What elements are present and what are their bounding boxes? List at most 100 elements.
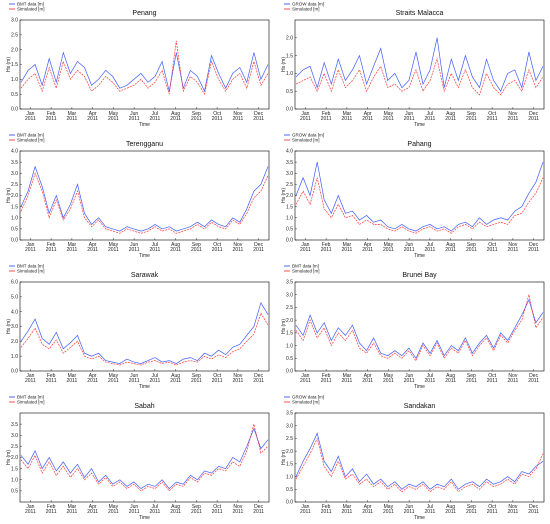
x-tick-month: Dec <box>529 242 538 248</box>
x-tick-month: Jun <box>405 242 413 248</box>
x-tick-year: 2011 <box>507 247 518 253</box>
y-tick-label: 1.0 <box>286 474 293 480</box>
x-tick-year: 2011 <box>424 247 435 253</box>
legend-label: BMT data [m] <box>17 395 44 400</box>
x-tick-year: 2011 <box>424 378 435 384</box>
x-axis-label: Time <box>414 515 425 521</box>
y-tick-label: 2.0 <box>286 449 293 455</box>
x-tick-year: 2011 <box>87 247 98 253</box>
x-tick-month: Nov <box>233 111 242 117</box>
x-tick-month: Apr <box>364 373 372 379</box>
x-tick-year: 2011 <box>191 378 202 384</box>
x-tick-year: 2011 <box>87 378 98 384</box>
x-tick-month: Nov <box>508 373 517 379</box>
plot-area <box>294 150 545 241</box>
x-tick-year: 2011 <box>383 247 394 253</box>
x-tick-year: 2011 <box>66 247 77 253</box>
legend-label: BMT data [m] <box>17 133 44 138</box>
x-tick-year: 2011 <box>253 378 264 384</box>
x-tick-month: May <box>384 242 394 248</box>
chart-title: Sabah <box>134 403 154 410</box>
x-tick-month: Oct <box>488 504 496 510</box>
plot-area <box>19 150 270 241</box>
x-tick-month: Sep <box>467 373 476 379</box>
x-tick-month: Sep <box>467 242 476 248</box>
x-tick-year: 2011 <box>507 509 518 515</box>
legend-label: Simulated [m] <box>292 7 320 12</box>
x-tick-month: Feb <box>47 111 56 117</box>
x-tick-year: 2011 <box>191 247 202 253</box>
chart-title: Straits Malacca <box>396 10 444 17</box>
y-tick-label: 1.0 <box>286 215 293 221</box>
y-tick-label: 1.5 <box>286 53 293 59</box>
series-line-simulated <box>295 177 544 234</box>
x-tick-month: Feb <box>47 504 56 510</box>
x-tick-year: 2011 <box>108 378 119 384</box>
y-tick-label: 2.0 <box>286 36 293 42</box>
x-tick-month: Oct <box>488 111 496 117</box>
x-tick-month: Sep <box>192 504 201 510</box>
y-tick-label: 4.0 <box>286 149 293 155</box>
x-tick-year: 2011 <box>108 116 119 122</box>
y-tick-label: 2.5 <box>11 444 18 450</box>
x-tick-month: Apr <box>89 373 97 379</box>
x-tick-month: Feb <box>322 111 331 117</box>
y-tick-label: 1.0 <box>11 354 18 360</box>
x-tick-year: 2011 <box>466 509 477 515</box>
x-tick-year: 2011 <box>300 378 311 384</box>
x-tick-year: 2011 <box>487 247 498 253</box>
x-tick-month: Jul <box>427 111 433 117</box>
legend-label: Simulated [m] <box>17 7 45 12</box>
plot-area <box>19 19 270 110</box>
y-tick-label: 3.0 <box>286 171 293 177</box>
x-tick-month: Jan <box>301 373 309 379</box>
x-tick-month: Feb <box>322 242 331 248</box>
x-tick-month: Dec <box>254 242 263 248</box>
x-tick-month: Apr <box>364 111 372 117</box>
x-tick-month: Jul <box>427 504 433 510</box>
x-tick-month: Oct <box>488 373 496 379</box>
x-tick-year: 2011 <box>487 116 498 122</box>
y-tick-label: 0.0 <box>286 369 293 375</box>
x-tick-month: Aug <box>171 504 180 510</box>
x-tick-month: Feb <box>322 504 331 510</box>
x-tick-month: May <box>384 373 394 379</box>
y-tick-label: 0.0 <box>11 238 18 244</box>
x-tick-year: 2011 <box>66 378 77 384</box>
x-tick-year: 2011 <box>232 247 243 253</box>
x-tick-year: 2011 <box>487 378 498 384</box>
chart-title: Sandakan <box>404 403 436 410</box>
chart-title: Terengganu <box>126 141 163 148</box>
x-tick-month: Dec <box>254 373 263 379</box>
y-tick-label: 0.0 <box>286 107 293 113</box>
x-tick-year: 2011 <box>253 509 264 515</box>
x-tick-year: 2011 <box>404 116 415 122</box>
x-tick-year: 2011 <box>149 247 160 253</box>
x-tick-month: Jan <box>26 504 34 510</box>
y-tick-label: 3.5 <box>286 411 293 417</box>
y-tick-label: 0.0 <box>286 238 293 244</box>
x-tick-year: 2011 <box>170 378 181 384</box>
plot-area <box>19 281 270 372</box>
x-tick-year: 2011 <box>383 509 394 515</box>
y-tick-label: 3.0 <box>286 292 293 298</box>
x-tick-year: 2011 <box>212 378 223 384</box>
y-tick-label: 3.0 <box>286 423 293 429</box>
x-tick-month: Jul <box>152 111 158 117</box>
legend-label: Simulated [m] <box>292 269 320 274</box>
y-tick-label: 1.5 <box>11 466 18 472</box>
chart-title: Pahang <box>407 141 431 148</box>
x-tick-month: Jan <box>26 373 34 379</box>
x-tick-year: 2011 <box>66 509 77 515</box>
y-tick-label: 0.0 <box>11 107 18 113</box>
x-tick-month: Dec <box>529 504 538 510</box>
x-tick-year: 2011 <box>232 378 243 384</box>
x-tick-month: May <box>384 111 394 117</box>
chart-panel-sabah: BMT data [m]Simulated [m] Sabah 0.5 1.0 1.5 2… <box>6 395 270 521</box>
x-tick-month: Jun <box>405 373 413 379</box>
series-line-simulated <box>20 312 269 366</box>
x-tick-year: 2011 <box>321 378 332 384</box>
x-tick-month: Jun <box>130 373 138 379</box>
x-tick-month: Mar <box>68 504 77 510</box>
legend-label: GROW data [m] <box>292 395 324 400</box>
